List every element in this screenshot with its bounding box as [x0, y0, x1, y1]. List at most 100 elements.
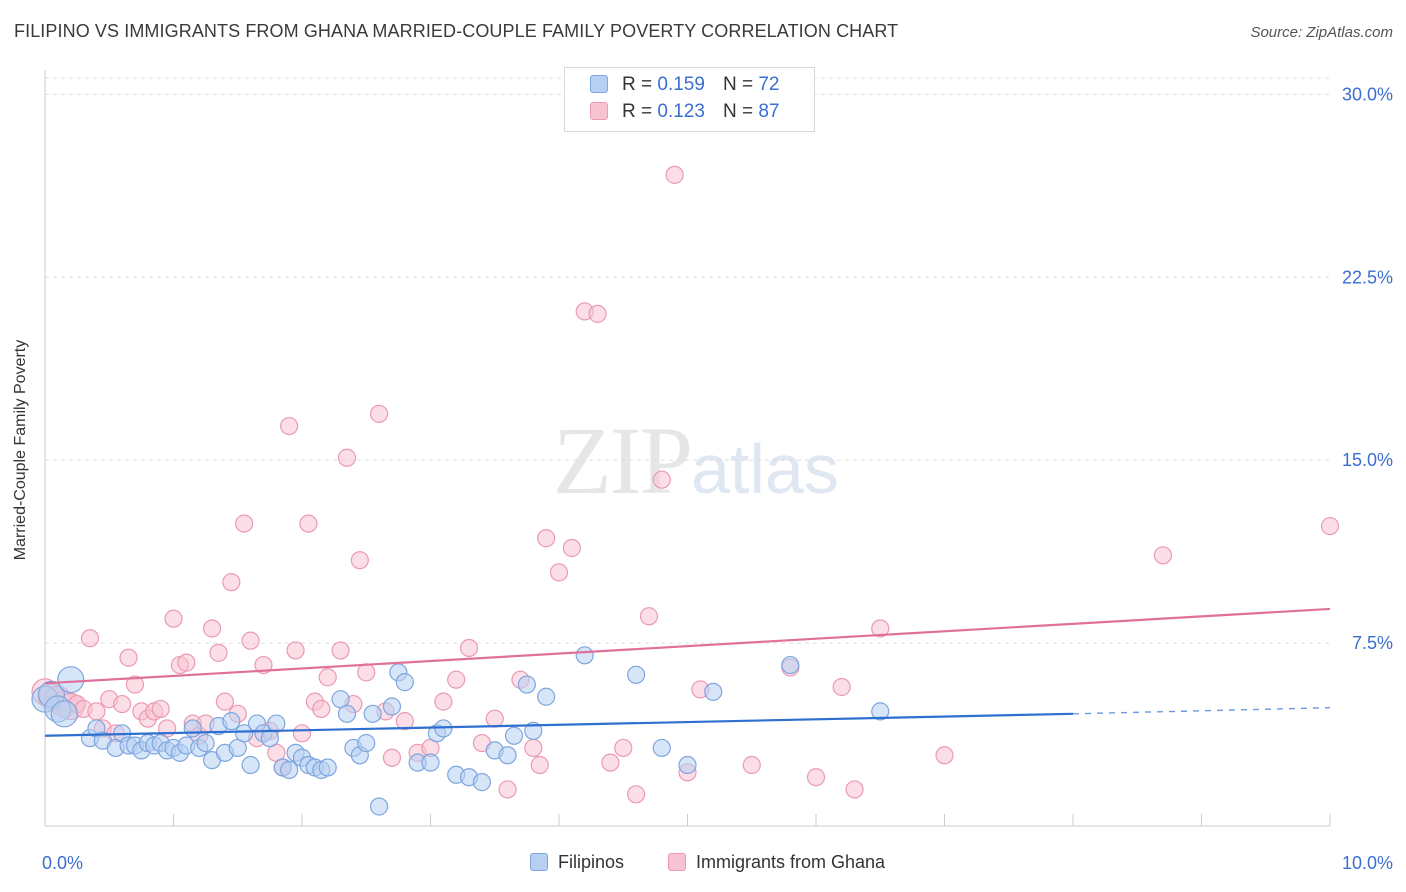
ghana-point [1320, 516, 1340, 536]
filipino-point [524, 721, 543, 740]
watermark-atlas: atlas [691, 430, 839, 508]
filipino-point [50, 700, 78, 728]
ghana-point [845, 780, 864, 799]
r-value-pink: 0.123 [657, 101, 705, 122]
filipino-point [267, 714, 286, 733]
ghana-point [524, 738, 543, 758]
ghana-point [350, 551, 369, 570]
ghana-point [601, 753, 620, 772]
filipino-point [57, 666, 85, 694]
ghana-point [530, 755, 549, 775]
ghana-point [241, 631, 260, 650]
n-value-pink: 87 [758, 101, 780, 122]
ghana-point [222, 573, 241, 592]
ghana-point [312, 699, 331, 719]
y-tick-label: 15.0% [1342, 450, 1393, 470]
tick-label-layer: 7.5% 15.0% 22.5% 30.0% 0.0% 10.0% [42, 84, 1393, 873]
ghana-point [614, 738, 633, 758]
ghana-point [485, 709, 504, 728]
y-tick-label: 7.5% [1352, 633, 1393, 653]
ghana-point [806, 768, 826, 787]
y-tick-label: 22.5% [1342, 267, 1393, 287]
x-tick-label-min: 0.0% [42, 853, 83, 873]
ghana-point [459, 638, 479, 658]
ghana-point [235, 514, 254, 533]
filipino-point [704, 682, 723, 701]
filipino-point [537, 687, 556, 706]
filipino-point [517, 675, 536, 694]
legend-item-filipinos[interactable]: Filipinos [530, 852, 624, 873]
filipino-point [652, 738, 671, 758]
filipino-point [781, 655, 800, 675]
filipino-point [280, 760, 299, 780]
ghana-point [871, 619, 890, 638]
ghana-point [639, 607, 659, 626]
ghana-point [652, 470, 671, 489]
filipino-point [337, 704, 357, 723]
ghana-point [665, 165, 684, 184]
filipino-point [241, 755, 260, 775]
grid-layer [45, 77, 1330, 644]
ghana-point [357, 663, 376, 682]
ghana-point [562, 538, 581, 558]
filipino-point [472, 773, 491, 792]
stats-row-filipinos: R = 0.159 N = 72 [590, 74, 779, 100]
filipino-point [222, 712, 241, 731]
ghana-point [395, 712, 414, 731]
ghana-point [588, 304, 607, 323]
filipino-point [575, 646, 594, 665]
stats-box: R = 0.159 N = 72 R = 0.123 N = 87 [564, 67, 815, 132]
filipino-point [395, 673, 414, 692]
filipino-point [504, 726, 524, 745]
y-axis-label: Married-Couple Family Poverty [12, 339, 29, 561]
legend-item-ghana[interactable]: Immigrants from Ghana [668, 852, 885, 873]
r-label-blue: R = [622, 74, 653, 95]
filipino-point [382, 697, 402, 716]
stats-row-ghana: R = 0.123 N = 87 [590, 101, 779, 127]
ghana-point [1153, 546, 1173, 565]
filipino-point [357, 733, 376, 753]
r-label-pink: R = [622, 101, 653, 122]
r-value-blue: 0.159 [657, 74, 705, 95]
ghana-point [292, 724, 312, 743]
ghana-point [537, 529, 556, 548]
filipino-point [626, 665, 646, 684]
ghana-points [31, 165, 1340, 804]
filipino-point [363, 704, 382, 723]
n-label-blue: N = [722, 74, 754, 95]
ghana-point [87, 702, 106, 721]
ghana-point [832, 677, 851, 697]
filipino-points [31, 646, 890, 816]
chart-source: Source: ZipAtlas.com [1250, 24, 1393, 41]
ghana-point [549, 563, 569, 582]
filipino-point [370, 797, 389, 816]
ghana-point [125, 675, 145, 694]
ghana-point [286, 641, 305, 660]
filipino-point [196, 733, 215, 753]
filipinos-trend-extension [1072, 707, 1331, 715]
ghana-point [254, 655, 273, 675]
ghana-swatch-icon [590, 102, 608, 120]
trend-layer [44, 607, 1331, 737]
n-label-pink: N = [722, 101, 754, 122]
ghana-point [935, 746, 954, 765]
ghana-point [280, 416, 299, 436]
legend-filipinos-label: Filipinos [558, 852, 625, 872]
ghana-point [151, 699, 170, 719]
ghana-point [80, 629, 100, 648]
ghana-point [164, 609, 183, 628]
ghana-point [434, 692, 453, 711]
ghana-point [370, 404, 389, 423]
filipino-point [421, 753, 440, 772]
ghana-point [331, 641, 350, 660]
ghana-point [299, 514, 318, 533]
filipinos-trend-line [44, 712, 1074, 737]
filipino-point [235, 724, 254, 743]
y-tick-label: 30.0% [1342, 84, 1393, 104]
ghana-point [202, 619, 222, 638]
ghana-point [447, 670, 466, 689]
ghana-point [626, 785, 646, 804]
ghana-point [382, 748, 402, 767]
legend-ghana-label: Immigrants from Ghana [696, 852, 886, 872]
